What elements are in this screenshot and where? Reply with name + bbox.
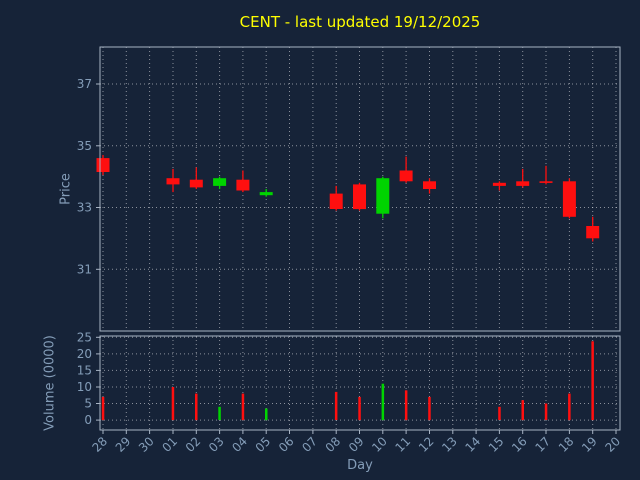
x-tick-label: 07 [299,434,320,455]
x-tick-label: 11 [393,434,414,455]
x-tick-label: 04 [229,434,250,455]
volume-bar [498,406,501,420]
candle-body [539,181,553,183]
x-axis-label: Day [347,458,373,473]
x-tick-label: 18 [556,434,577,455]
x-tick-label: 19 [579,434,600,455]
volume-bar [591,341,594,421]
volume-bar [404,390,408,421]
x-tick-label: 03 [206,434,227,455]
x-tick-label: 05 [253,434,274,455]
volume-bar [428,396,431,421]
volume-bar [381,383,385,421]
volume-bar [241,393,245,421]
price-axis-label: Price [58,173,74,205]
candle-body [492,182,506,186]
price-y-tick-label: 35 [77,139,92,153]
volume-y-tick-label: 10 [77,380,92,394]
volume-y-tick-label: 25 [77,330,92,344]
volume-bar [568,393,571,421]
candle-body [376,178,390,214]
x-tick-label: 17 [532,434,553,455]
candle-body [259,192,273,196]
price-y-tick-label: 37 [77,77,92,91]
candle-body [96,158,110,172]
volume-bar [265,408,268,421]
candle-body [562,181,576,217]
x-tick-label: 01 [159,434,180,455]
volume-bar [195,393,198,421]
x-tick-label: 12 [416,434,437,455]
price-y-tick-label: 31 [77,262,92,276]
x-tick-label: 06 [276,434,297,455]
volume-y-tick-label: 5 [84,397,92,411]
x-tick-label: 13 [439,434,460,455]
volume-bar [334,391,338,420]
volume-bar [521,400,524,421]
x-tick-label: 02 [183,434,204,455]
price-panel-spine [99,46,621,332]
candle-body [213,178,227,186]
candle-body [236,179,250,191]
x-tick-label: 10 [369,434,390,455]
volume-bar [358,396,361,421]
x-tick-label: 08 [323,434,344,455]
candle-body [423,181,436,189]
volume-bar [544,403,548,420]
price-y-tick-label: 33 [77,201,92,215]
x-tick-label: 20 [602,434,623,455]
volume-bar [101,396,105,421]
candle-body [586,226,600,239]
x-tick-label: 16 [509,434,530,455]
volume-y-tick-label: 20 [77,347,92,361]
x-tick-label: 30 [136,434,157,455]
x-tick-label: 28 [89,434,110,455]
x-tick-label: 09 [346,434,367,455]
candle-body [189,179,203,188]
candle-body [399,170,413,182]
candle-body [166,178,180,185]
x-tick-label: 15 [486,434,507,455]
volume-y-tick-label: 0 [84,413,92,427]
volume-bar [171,387,175,421]
candle-body [329,193,343,209]
x-tick-label: 29 [113,434,134,455]
volume-axis-label: Volume (0000) [42,335,58,431]
candle-body [353,184,366,210]
x-tick-label: 14 [463,434,484,455]
volume-bar [218,406,221,420]
chart-title: CENT - last updated 19/12/2025 [239,13,481,31]
candle-body [516,181,530,186]
volume-y-tick-label: 15 [77,363,92,377]
